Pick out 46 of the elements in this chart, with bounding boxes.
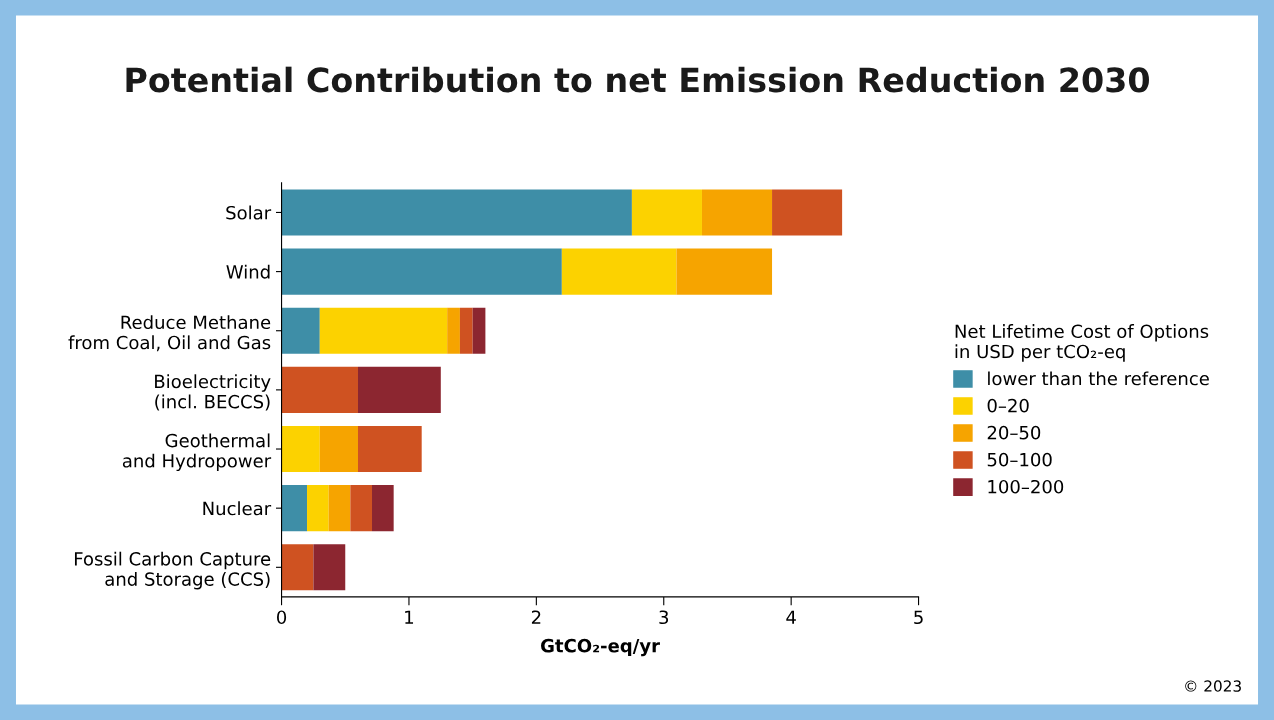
- y-tick-label: Nuclear: [203, 501, 272, 516]
- bar: [472, 307, 486, 354]
- y-tick-label: Bioelectricity (incl. BECCS): [155, 374, 271, 411]
- bar: [459, 307, 473, 354]
- bar: [281, 307, 320, 354]
- bar: [319, 307, 448, 354]
- bar: [307, 485, 329, 532]
- bar: [350, 485, 373, 532]
- legend-label: 50–100: [987, 452, 1052, 467]
- legend-title: Net Lifetime Cost of Options in USD per tCO₂-eq: [955, 324, 1209, 362]
- chart-title: Potential Contribution to net Emission Reduction 2030: [126, 66, 1149, 93]
- x-tick-label: 2: [531, 610, 541, 624]
- text: © 2023: [1185, 680, 1241, 692]
- x-axis-title: GtCO₂-eq/yr: [541, 638, 660, 657]
- bar: [631, 189, 702, 236]
- legend-label: 0–20: [987, 398, 1029, 413]
- bar: [561, 248, 677, 295]
- legend-label: 20–50: [987, 425, 1041, 440]
- x-tick-label: 0: [277, 610, 287, 625]
- x-tick-label: 1: [405, 610, 414, 624]
- bar: [281, 189, 632, 236]
- legend-label: 100–200: [988, 479, 1064, 494]
- y-tick-label: Wind: [226, 264, 270, 279]
- bar: [313, 544, 346, 591]
- bar: [676, 248, 773, 295]
- bar: [281, 425, 320, 473]
- bar: [357, 425, 422, 473]
- bar: [281, 366, 358, 413]
- bar: [328, 485, 351, 532]
- bar: [281, 544, 314, 591]
- x-tick-label: 4: [786, 610, 796, 624]
- y-tick-label: Reduce Methane from Coal, Oil and Gas: [68, 315, 271, 352]
- bar: [701, 189, 773, 236]
- bar: [319, 425, 358, 473]
- y-tick-label: Fossil Carbon Capture and Storage (CCS): [74, 551, 271, 590]
- bar: [281, 485, 308, 532]
- bar: [772, 189, 843, 236]
- bar: [372, 485, 394, 532]
- legend-label: lower than the reference: [988, 371, 1209, 386]
- bar: [447, 307, 460, 354]
- y-tick-label: Geothermal and Hydropower: [122, 433, 272, 472]
- x-tick-label: 5: [914, 610, 923, 625]
- y-tick-label: Solar: [226, 205, 272, 220]
- x-tick-label: 3: [659, 610, 669, 625]
- bar: [281, 248, 562, 295]
- bar: [357, 366, 441, 413]
